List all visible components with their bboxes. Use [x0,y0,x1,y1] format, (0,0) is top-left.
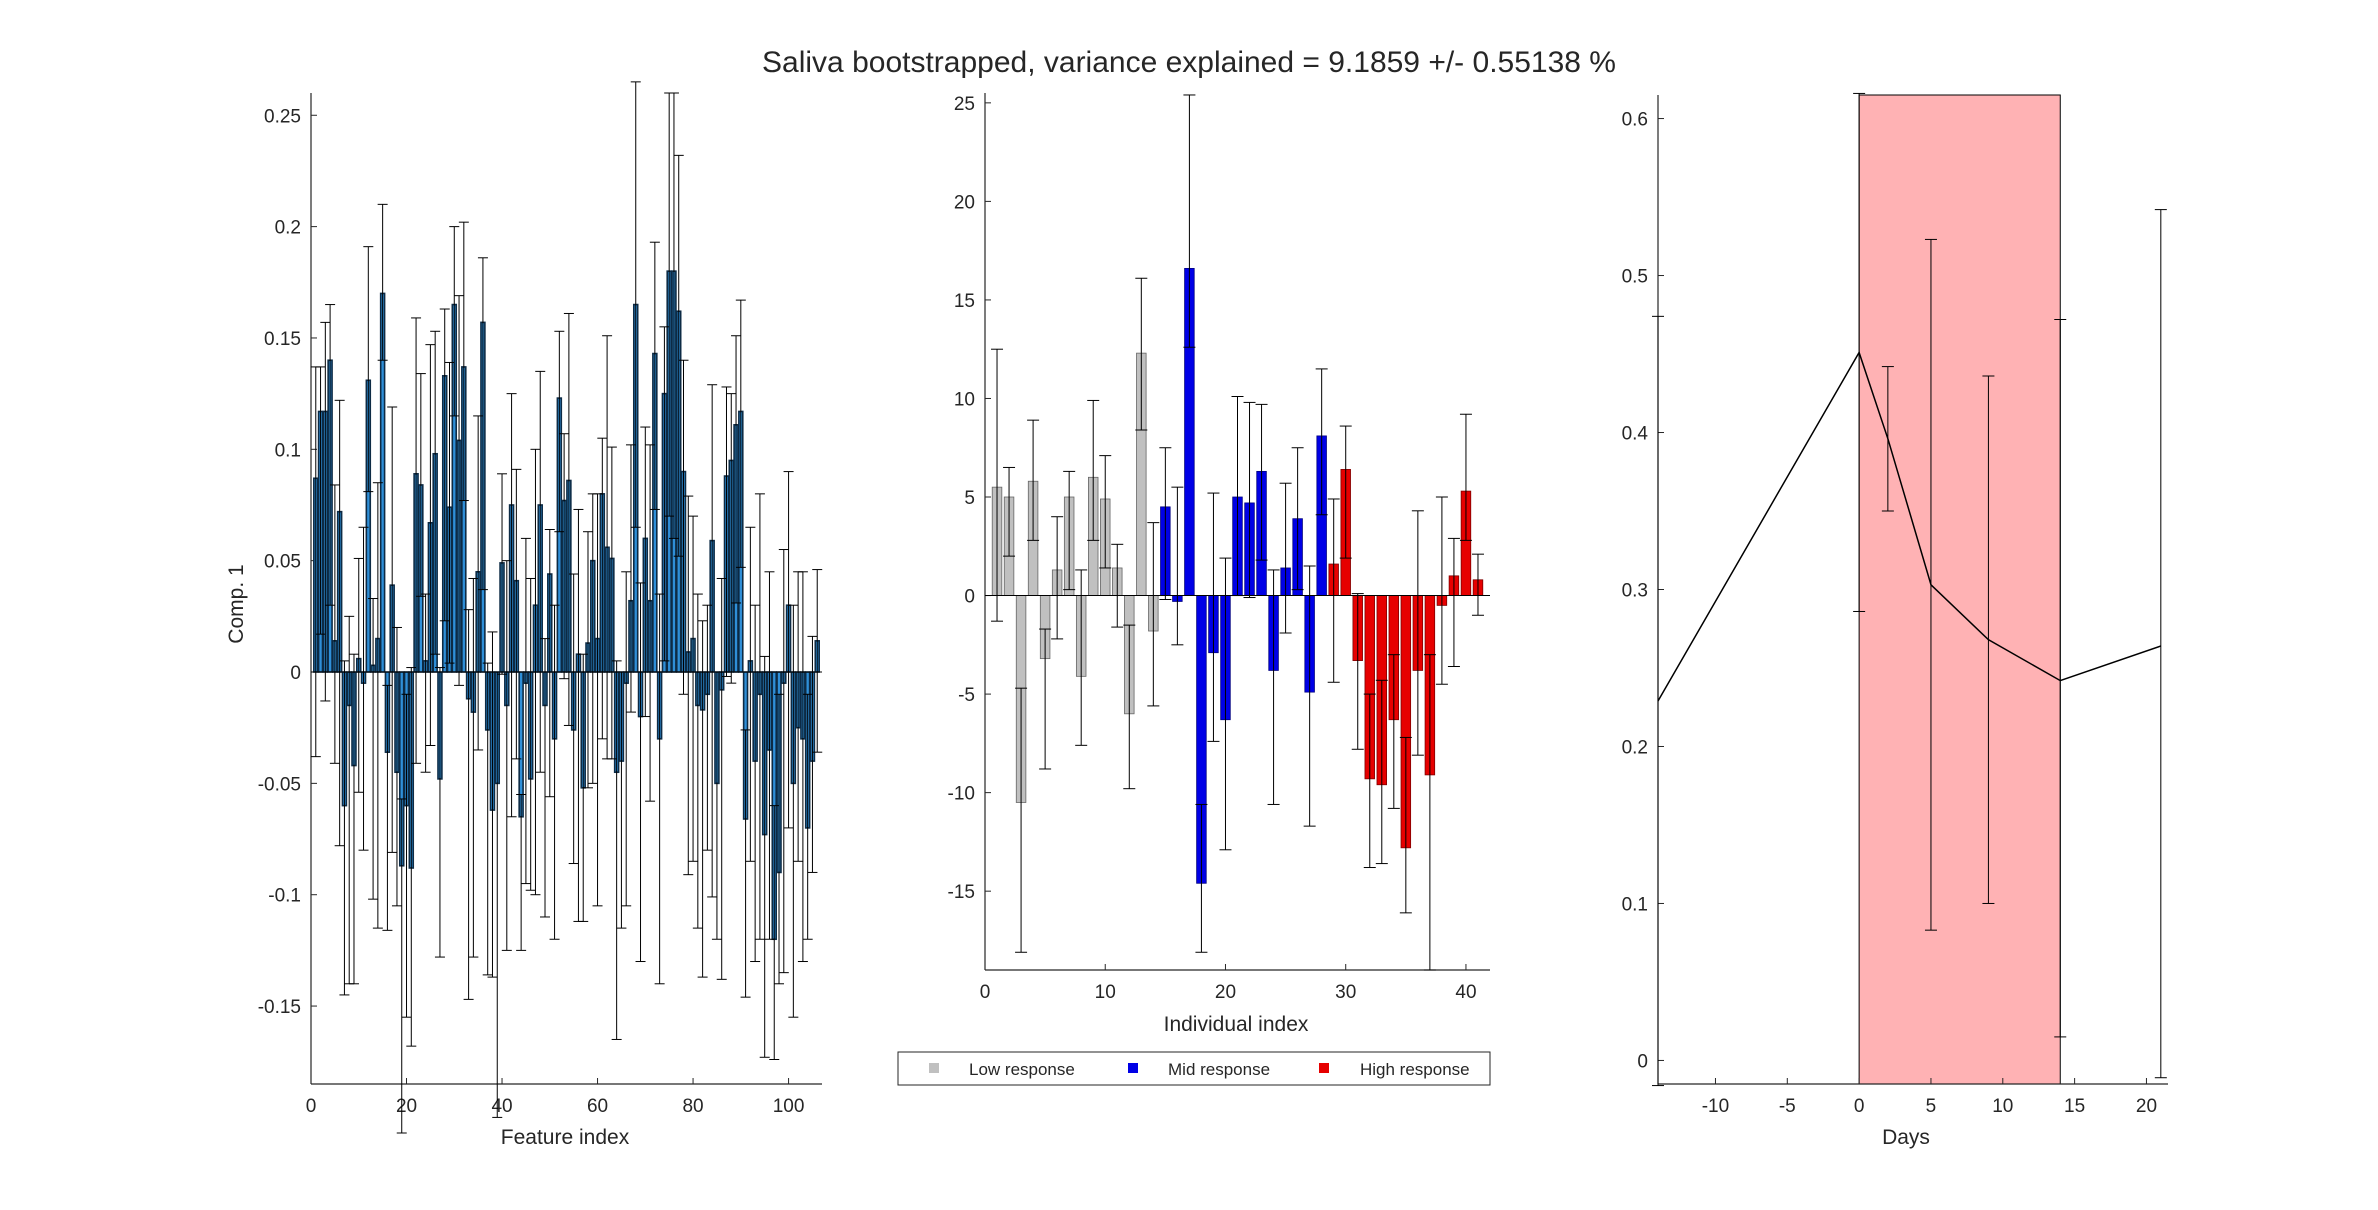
loadings-x-tick-label: 20 [396,1096,417,1117]
time-course-x-tick-label: -5 [1779,1096,1796,1117]
loadings-y-tick-label: 0.05 [264,552,301,573]
individuals-y-tick-label: 10 [954,389,975,410]
loadings-y-axis-label: Comp. 1 [225,564,248,643]
loadings-y-tick-label: 0 [290,663,301,684]
time-course-y-tick-label: 0.4 [1622,424,1649,445]
time-course-x-tick-label: 0 [1854,1096,1865,1117]
legend-box [897,1051,1491,1086]
legend-label-high: High response [1360,1060,1470,1079]
individuals-y-tick-label: -10 [948,784,975,805]
time-course-x-tick-label: 10 [1992,1096,2013,1117]
loadings-x-axis-label: Feature index [501,1126,630,1149]
individuals-panel: Individual index Low response Mid respon… [897,93,1491,1086]
loadings-x-tick-label: 80 [682,1096,703,1117]
loadings-x-tick-label: 40 [491,1096,512,1117]
time-course-x-axis-label: Days [1882,1126,1930,1149]
time-course-error-bars [1652,92,2167,1087]
individuals-error-bars [991,94,1484,971]
loadings-y-tick-label: 0.25 [264,106,301,127]
individuals-y-tick-label: 15 [954,291,975,312]
loadings-y-tick-label: -0.1 [268,886,301,907]
individuals-y-tick-label: 25 [954,94,975,115]
loadings-y-tick-label: -0.05 [258,774,301,795]
time-course-y-tick-label: 0.3 [1622,581,1648,602]
individuals-x-axis-label: Individual index [1164,1013,1309,1036]
legend-swatch-mid [1128,1063,1138,1073]
time-course-y-tick-label: 0.2 [1622,737,1648,758]
legend-label-mid: Mid response [1168,1060,1270,1079]
individuals-x-tick-label: 20 [1215,982,1236,1003]
treatment-window [1858,94,2061,1085]
individuals-y-tick-label: 5 [964,488,975,509]
time-course-y-tick-label: 0.1 [1622,894,1648,915]
time-course-y-tick-label: 0.5 [1622,267,1648,288]
loadings-panel: Feature index Comp. 1 0 20 40 60 80 100 -0.15 -… [225,81,823,1149]
time-course-panel: Days -10 -5 0 5 10 15 20 0 0.1 0.2 0.3 0.4 0.5 0.6 [1622,92,2168,1149]
individuals-x-tick-label: 30 [1335,982,1356,1003]
individuals-y-tick-label: 20 [954,192,975,213]
legend-label-low: Low response [969,1060,1075,1079]
individuals-x-tick-label: 10 [1095,982,1116,1003]
individuals-y-tick-label: 0 [964,587,975,608]
time-course-x-tick-label: 20 [2136,1096,2157,1117]
individuals-y-tick-label: -5 [958,685,975,706]
individuals-x-tick-label: 0 [980,982,991,1003]
time-course-x-tick-label: 15 [2064,1096,2085,1117]
legend-swatch-high [1319,1063,1329,1073]
time-course-x-tick-label: 5 [1926,1096,1937,1117]
legend-swatch-low [929,1063,939,1073]
time-course-y-tick-label: 0 [1637,1051,1648,1072]
loadings-y-tick-label: 0.2 [275,218,301,239]
figure-title: Saliva bootstrapped, variance explained … [762,46,1616,79]
loadings-x-tick-label: 60 [587,1096,608,1117]
loadings-x-tick-label: 100 [773,1096,805,1117]
loadings-y-tick-label: 0.15 [264,329,301,350]
time-course-x-tick-label: -10 [1702,1096,1729,1117]
time-course-y-tick-label: 0.6 [1622,110,1648,131]
individuals-x-tick-label: 40 [1455,982,1476,1003]
loadings-y-tick-label: -0.15 [258,997,301,1018]
individuals-y-tick-label: -15 [948,882,975,903]
loadings-y-tick-label: 0.1 [275,440,301,461]
loadings-x-tick-label: 0 [306,1096,317,1117]
loadings-error-bars [310,81,823,1134]
response-legend: Low response Mid response High response [897,1051,1491,1086]
